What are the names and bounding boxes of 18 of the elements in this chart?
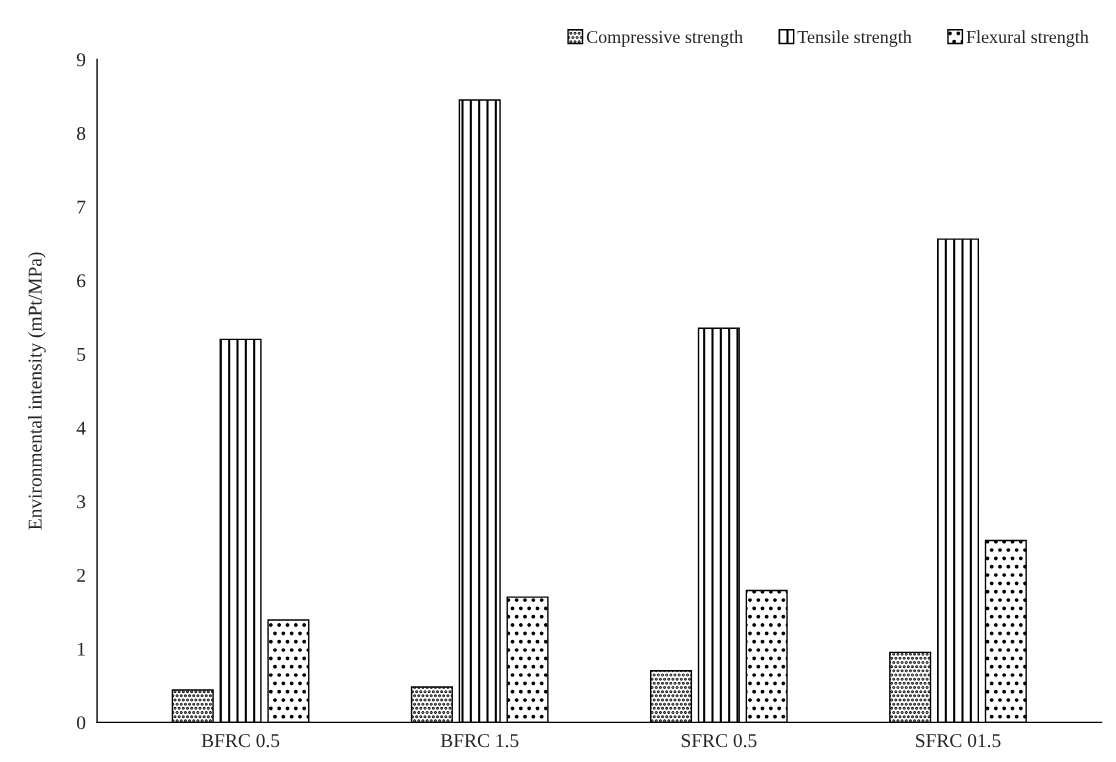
y-tick-label: 7: [77, 200, 86, 214]
y-tick-label: 8: [77, 126, 86, 141]
legend-label: Compressive strength: [586, 30, 743, 47]
legend-label: Tensile strength: [797, 30, 912, 47]
x-tick-label: SFRC 01.5: [916, 734, 1001, 748]
y-tick-label: 3: [77, 495, 86, 509]
y-axis-title: Environmental intensity (mPt/MPa): [28, 252, 46, 530]
x-tick-label: SFRC 0.5: [681, 734, 757, 748]
y-tick-label: 9: [76, 53, 86, 67]
y-tick-label: 4: [76, 421, 86, 435]
legend-label: Flexural strength: [966, 30, 1089, 47]
y-tick-label: 6: [77, 274, 86, 288]
y-tick-label: 0: [77, 716, 86, 730]
x-tick-label: BFRC 1.5: [440, 734, 519, 748]
y-tick-label: 1: [77, 642, 85, 656]
y-tick-label: 2: [77, 568, 85, 582]
y-tick-label: 5: [77, 348, 86, 362]
x-tick-label: BFRC 0.5: [201, 734, 280, 748]
